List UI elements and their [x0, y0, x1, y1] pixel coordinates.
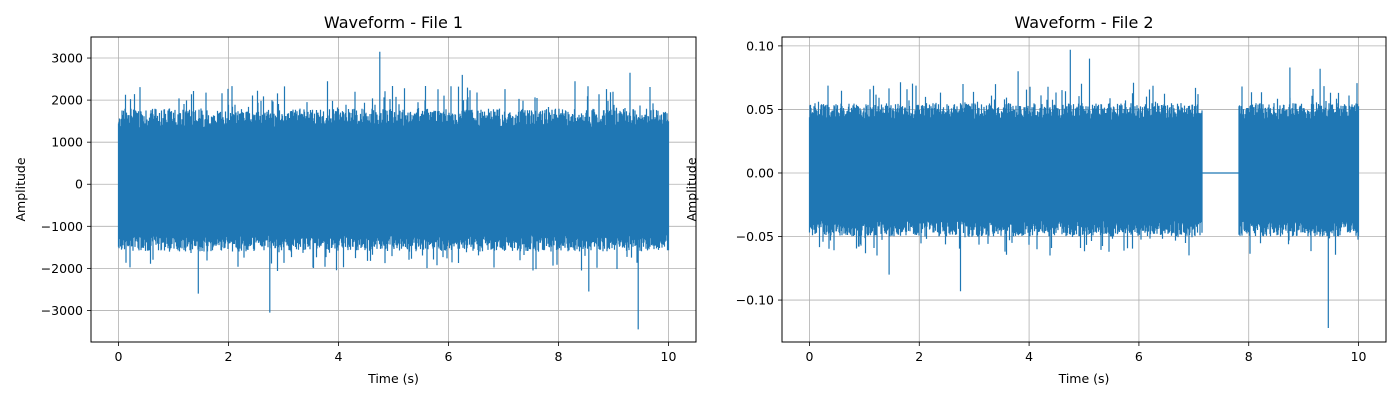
- plot-frame: [90, 36, 697, 343]
- x-tick-label: 2: [915, 349, 923, 364]
- y-tick-label: −3000: [41, 303, 83, 318]
- y-tick-label: 3000: [51, 51, 83, 66]
- x-tick-label: 6: [1135, 349, 1143, 364]
- x-tick-label: 10: [661, 349, 677, 364]
- y-tick-label: 2000: [51, 93, 83, 108]
- x-tick-label: 2: [225, 349, 233, 364]
- x-tick-label: 0: [805, 349, 813, 364]
- y-tick-label: 0.10: [746, 38, 774, 53]
- waveform-series-line: [808, 49, 1360, 328]
- y-tick-label: −0.10: [736, 293, 774, 308]
- x-tick-label: 6: [445, 349, 453, 364]
- y-tick-label: 0.05: [746, 102, 774, 117]
- x-tick-label: 8: [555, 349, 563, 364]
- waveform-series-line: [117, 51, 670, 330]
- x-axis-label: Time (s): [1058, 371, 1110, 386]
- x-tick-label: 4: [335, 349, 343, 364]
- y-tick-label: −1000: [41, 219, 83, 234]
- x-tick-label: 10: [1351, 349, 1367, 364]
- chart-title: Waveform - File 1: [324, 13, 463, 32]
- x-tick-label: 0: [115, 349, 123, 364]
- y-tick-label: −0.05: [736, 229, 774, 244]
- y-tick-label: 0: [75, 177, 83, 192]
- chart-panel-1: 0 2 4 6 8 10 −3000 −2000 −1000 0 1000 2000 3000 Wavef…: [13, 13, 697, 386]
- x-tick-label: 8: [1245, 349, 1253, 364]
- x-tick-label: 4: [1025, 349, 1033, 364]
- chart-panel-2: 0 2 4 6 8 10 −0.10 −0.05 0.00 0.05 0.10 Waveform - …: [684, 13, 1387, 386]
- y-tick-label: 0.00: [746, 165, 774, 180]
- chart-title: Waveform - File 2: [1014, 13, 1153, 32]
- x-axis-label: Time (s): [367, 371, 419, 386]
- y-tick-label: 1000: [51, 135, 83, 150]
- y-axis-label: Amplitude: [13, 157, 28, 221]
- y-axis-label: Amplitude: [684, 157, 699, 221]
- plot-frame: [781, 36, 1387, 343]
- y-tick-label: −2000: [41, 261, 83, 276]
